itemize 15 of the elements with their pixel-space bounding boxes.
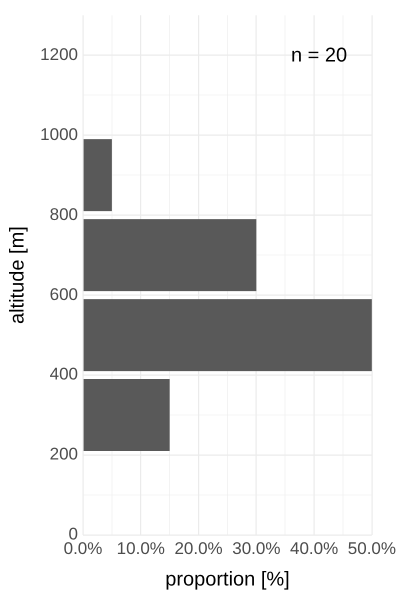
- y-axis-title: altitude [m]: [6, 226, 29, 324]
- x-tick-label: 50.0%: [348, 538, 396, 558]
- annotation: n = 20: [290, 44, 348, 66]
- x-tick-label: 30.0%: [232, 538, 280, 558]
- y-tick-label: 1000: [40, 124, 78, 144]
- x-tick-label: 20.0%: [174, 538, 223, 558]
- y-tick-label: 600: [50, 284, 78, 304]
- x-tick-label: 0.0%: [64, 538, 102, 558]
- y-tick-label: 200: [50, 444, 78, 464]
- y-tick-label: 1200: [40, 44, 78, 64]
- x-tick-label: 10.0%: [116, 538, 165, 558]
- y-tick-label: 800: [50, 204, 78, 224]
- x-axis-title: proportion [%]: [165, 568, 290, 591]
- x-tick-label: 40.0%: [290, 538, 338, 558]
- y-tick-label: 400: [50, 364, 78, 384]
